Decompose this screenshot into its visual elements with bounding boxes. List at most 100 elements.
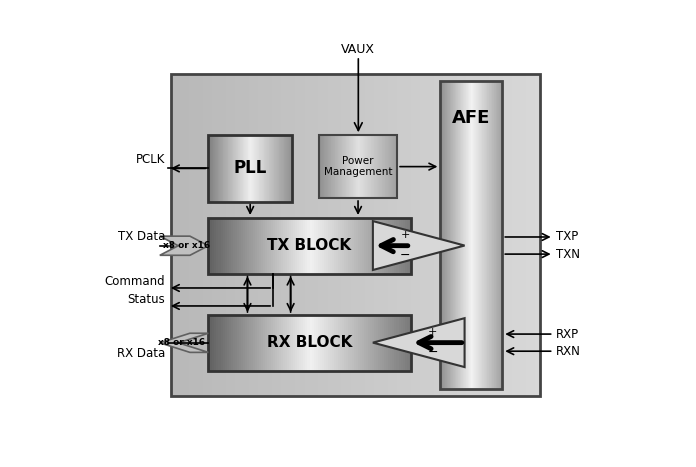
Bar — [287, 135, 289, 202]
Bar — [389, 135, 390, 198]
Bar — [286, 74, 291, 396]
Bar — [272, 135, 273, 202]
Bar — [319, 218, 322, 274]
Bar — [244, 135, 245, 202]
Bar — [315, 315, 317, 371]
Bar — [384, 218, 386, 274]
Bar — [315, 218, 317, 274]
Bar — [245, 218, 247, 274]
Bar — [208, 135, 209, 202]
Bar — [230, 315, 232, 371]
Bar — [243, 315, 245, 371]
Bar — [270, 135, 271, 202]
Bar — [274, 135, 275, 202]
Bar — [508, 74, 512, 396]
Bar — [281, 315, 283, 371]
Bar — [269, 315, 271, 371]
Bar — [232, 135, 233, 202]
Bar — [498, 74, 503, 396]
Bar — [293, 218, 295, 274]
Bar — [358, 315, 360, 371]
Bar — [210, 315, 212, 371]
Bar — [263, 315, 265, 371]
Bar — [267, 315, 269, 371]
Bar — [353, 135, 354, 198]
Bar — [228, 315, 230, 371]
Bar — [301, 315, 303, 371]
Bar — [346, 74, 351, 396]
Polygon shape — [160, 236, 208, 255]
Bar — [283, 315, 285, 371]
Bar — [517, 74, 521, 396]
Bar — [356, 218, 358, 274]
Bar — [266, 135, 267, 202]
Bar — [303, 218, 306, 274]
Bar — [324, 135, 325, 198]
Bar — [261, 315, 263, 371]
Bar — [208, 218, 411, 274]
Bar — [386, 315, 388, 371]
Bar — [320, 135, 322, 198]
Bar — [226, 74, 230, 396]
Text: RXP: RXP — [556, 327, 579, 340]
Bar — [369, 74, 374, 396]
Bar — [397, 315, 399, 371]
Bar — [235, 135, 236, 202]
Bar — [434, 74, 438, 396]
Bar — [379, 218, 380, 274]
Bar — [260, 135, 261, 202]
Bar — [276, 135, 277, 202]
Bar — [337, 135, 338, 198]
Bar — [253, 315, 255, 371]
Bar — [252, 135, 253, 202]
Bar — [310, 315, 312, 371]
Bar — [297, 315, 299, 371]
Bar — [354, 315, 356, 371]
Bar — [245, 315, 247, 371]
Bar — [395, 218, 397, 274]
Bar — [210, 218, 212, 274]
Bar — [402, 74, 406, 396]
Bar — [409, 315, 411, 371]
Bar — [368, 315, 370, 371]
Bar — [301, 218, 303, 274]
Bar — [290, 315, 292, 371]
Bar — [355, 135, 356, 198]
Bar — [324, 218, 326, 274]
Bar — [286, 135, 287, 202]
Bar — [372, 315, 374, 371]
Bar — [332, 315, 334, 371]
Bar — [222, 135, 223, 202]
Bar — [292, 315, 293, 371]
Text: Command: Command — [104, 275, 165, 288]
Bar — [236, 135, 237, 202]
Bar — [374, 135, 375, 198]
Bar — [342, 218, 344, 274]
Bar — [325, 135, 326, 198]
Bar — [224, 135, 225, 202]
Bar — [420, 74, 425, 396]
Bar — [312, 315, 313, 371]
Text: Status: Status — [127, 293, 165, 306]
Bar — [385, 135, 386, 198]
Bar — [366, 315, 368, 371]
Bar — [308, 315, 310, 371]
Bar — [452, 74, 457, 396]
Bar — [380, 218, 382, 274]
Text: VAUX: VAUX — [341, 43, 375, 56]
Bar — [359, 135, 360, 198]
Bar — [258, 135, 260, 202]
Bar — [319, 135, 397, 198]
Bar — [249, 135, 250, 202]
Bar — [267, 74, 272, 396]
Bar — [214, 315, 216, 371]
Bar — [226, 135, 227, 202]
Bar — [376, 135, 377, 198]
Bar — [364, 315, 366, 371]
Bar — [319, 315, 322, 371]
Bar — [388, 218, 390, 274]
Bar — [211, 135, 212, 202]
Bar — [394, 135, 395, 198]
Text: PLL: PLL — [233, 159, 267, 177]
Bar — [277, 218, 279, 274]
